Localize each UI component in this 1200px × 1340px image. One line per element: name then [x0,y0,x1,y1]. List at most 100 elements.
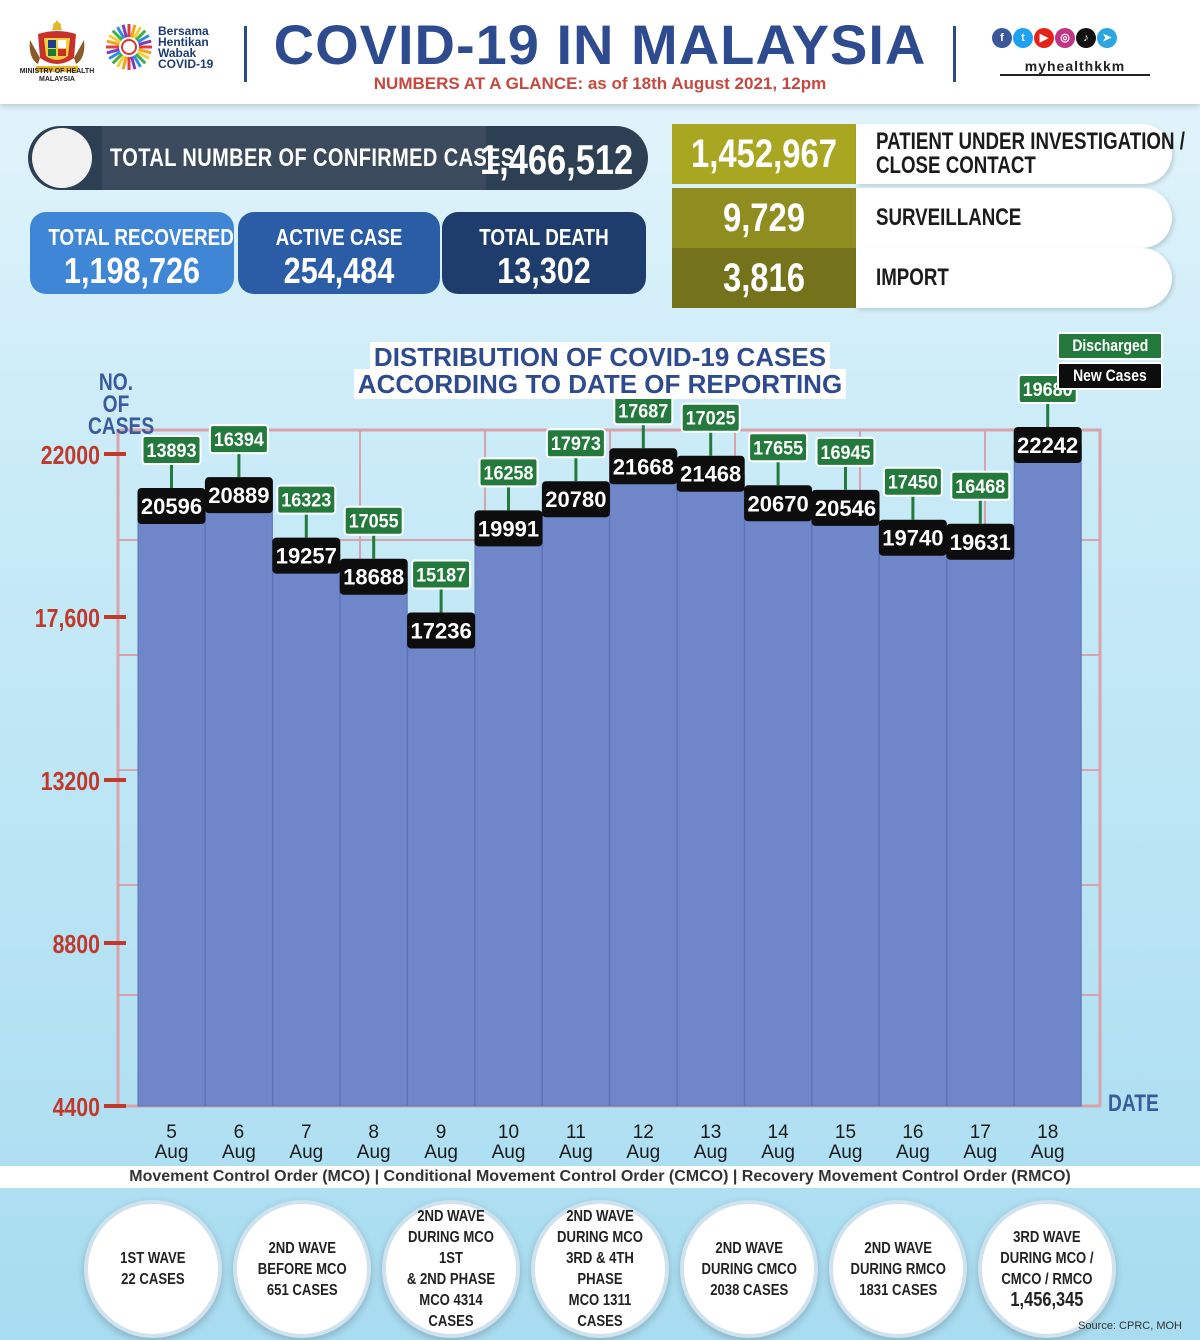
discharged-label-bg [882,466,943,497]
x-tick-month: Aug [963,1142,997,1163]
campaign-logo-ray [111,29,123,41]
bar-new-cases [1013,444,1082,1107]
bar-new-cases [339,576,408,1107]
wave-circle: 2ND WAVE DURING CMCO 2038 CASES [680,1200,818,1338]
bar-new-cases [946,541,1015,1107]
wave-text: 1ST WAVE 22 CASES [113,1248,193,1290]
wave-line: 22 CASES [121,1271,185,1288]
x-tick-day: 13 [700,1122,721,1143]
category-value: 3,816 [722,256,806,300]
discharged-label-bg [141,435,202,466]
campaign-logo-ray [106,39,120,46]
campaign-logo-ray [138,39,152,46]
campaign-logo-icon [106,24,152,70]
x-tick-month: Aug [829,1142,863,1163]
campaign-line: Wabak [158,46,197,60]
bar-new-cases [407,629,476,1107]
category-label-bg: IMPORT [856,248,1172,308]
wave-line: 2ND WAVE [417,1208,485,1225]
campaign-logo-ray [130,24,137,38]
campaign-logo-ray [132,54,142,68]
campaign-logo-ray [116,26,126,40]
category-value-bg: 1,452,967 [672,124,856,184]
campaign-logo-ray [136,50,150,60]
social-links: f t ▶ ◎ ♪ ➤ [992,28,1162,54]
campaign-logo-ray [130,56,137,70]
ministry-label: MINISTRY OF HEALTH MALAYSIA [19,68,95,83]
wave-circle: 1ST WAVE 22 CASES [84,1200,222,1338]
wave-circle: 3RD WAVE DURING MCO / CMCO / RMCO 1,456,345 [978,1200,1116,1338]
x-tick-month: Aug [424,1142,458,1163]
discharged-label: 15187 [416,565,466,586]
source-note: Source: CPRC, MOH [1078,1320,1182,1332]
bar-new-cases [137,505,206,1107]
campaign-line: Bersama [158,24,209,38]
x-tick-month: Aug [694,1142,728,1163]
category-label-bg: PATIENT UNDER INVESTIGATION / CLOSE CONT… [856,124,1185,184]
bar-new-cases [609,465,678,1107]
bar-new-cases [744,502,813,1107]
total-recovered-value: 1,198,726 [63,250,201,291]
category-value: 1,452,967 [691,132,837,176]
campaign-logo-ray [121,24,128,38]
discharged-label-bg [950,470,1011,501]
wave-line: MCO 4314 [419,1292,483,1309]
discharged-label: 16258 [484,463,534,484]
wave-line: 1ST WAVE [120,1250,186,1267]
youtube-icon[interactable]: ▶ [1034,28,1054,48]
legend-new-cases: New Cases [1057,362,1163,390]
new-cases-label-bg [137,488,206,525]
twitter-icon[interactable]: t [1013,28,1033,48]
discharged-label-bg [478,457,539,488]
discharged-label-bg [208,424,269,455]
wave-text: 2ND WAVE DURING MCO 3RD & 4TH PHASE MCO 131… [535,1206,665,1332]
discharged-label: 17055 [349,512,399,533]
page-title: COVID-19 IN MALAYSIA [273,13,927,76]
instagram-icon[interactable]: ◎ [1055,28,1075,48]
wave-line: 2ND WAVE [566,1208,634,1225]
x-tick-day: 7 [301,1122,312,1143]
total-confirmed-bar: TOTAL NUMBER OF CONFIRMED CASES 1,466,51… [28,126,648,190]
new-cases-label: 19991 [478,516,539,541]
wave-line: 2ND WAVE [715,1239,783,1257]
social-handle[interactable]: myhealthkkm [1000,58,1150,76]
campaign-logo-ray [121,56,128,70]
chart-title: DISTRIBUTION OF COVID-19 CASES ACCORDING… [340,342,860,399]
category-label: IMPORT [876,264,949,291]
category-card-import: 3,816 IMPORT [672,248,1172,308]
new-cases-label-bg [541,481,610,518]
new-cases-label: 19740 [882,526,943,551]
discharged-label: 13893 [147,441,197,462]
y-tick-label: 8800 [53,930,100,960]
x-tick-day: 9 [436,1122,447,1143]
x-tick-day: 5 [166,1122,177,1143]
facebook-icon[interactable]: f [992,28,1012,48]
x-tick-month: Aug [761,1142,795,1163]
wave-text: 3RD WAVE DURING MCO / CMCO / RMCO 1,456,345 [990,1227,1104,1311]
coat-of-arms-logo [29,20,85,72]
wave-line: 2038 CASES [709,1281,789,1299]
y-tick-label: 17,600 [35,604,100,634]
new-cases-label: 21668 [613,454,674,479]
discharged-label-bg [411,559,472,590]
y-tick-label: 22000 [41,441,100,471]
telegram-icon[interactable]: ➤ [1097,28,1117,48]
wave-line: 3RD WAVE [1013,1229,1081,1246]
x-tick-day: 17 [970,1122,991,1143]
campaign-logo-ray [138,48,152,55]
category-label: PATIENT UNDER INVESTIGATION / [876,128,1185,155]
x-tick-day: 11 [566,1122,586,1143]
legend-discharged: Discharged [1057,332,1163,360]
new-cases-label-bg [744,485,813,522]
wave-line: 2ND WAVE [268,1239,336,1257]
new-cases-label: 21468 [680,462,741,487]
x-tick-day: 14 [768,1122,790,1143]
active-case-label: ACTIVE CASE [275,224,403,250]
legend-discharged-label: Discharged [1072,336,1148,355]
x-tick-day: 15 [835,1122,856,1143]
tiktok-icon[interactable]: ♪ [1076,28,1096,48]
bar-chart: 440088001320017,6002200020596138935Aug20… [35,374,1102,1163]
total-recovered-label: TOTAL RECOVERED [48,224,234,250]
campaign-logo-ray [135,53,147,65]
wave-line: 2ND WAVE [864,1239,932,1257]
